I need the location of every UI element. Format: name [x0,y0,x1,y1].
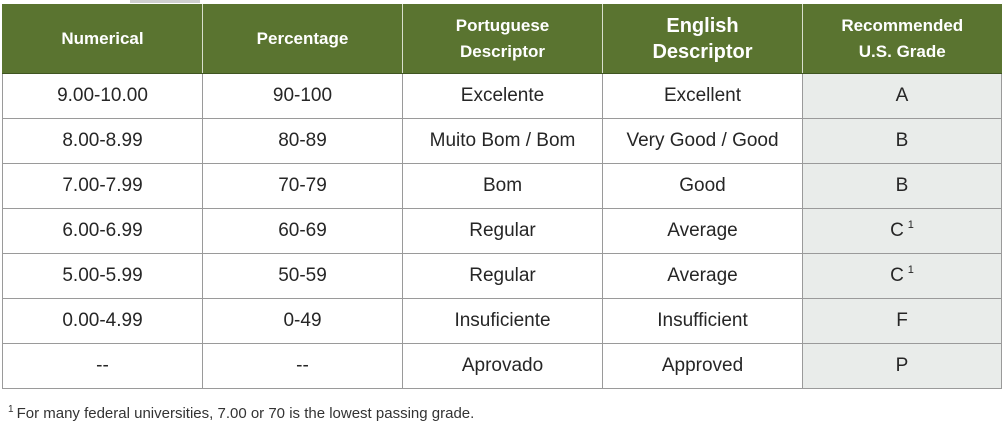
header-us-grade: Recommended U.S. Grade [802,4,1002,74]
cell-numerical: 6.00-6.99 [2,208,203,254]
header-english-line1: English [666,14,739,37]
table-row: 0.00-4.99 0-49 Insuficiente Insufficient… [2,298,1002,344]
cell-percentage: 70-79 [202,163,403,209]
cell-percentage: 80-89 [202,118,403,164]
grade-letter: C [890,265,904,286]
footnote-number: 1 [8,404,14,415]
cell-percentage: 90-100 [202,73,403,119]
cell-portuguese: Insuficiente [402,298,603,344]
cell-numerical: 7.00-7.99 [2,163,203,209]
grade-letter: B [895,175,909,196]
cell-percentage: 50-59 [202,253,403,299]
grade-letter: C [890,220,904,241]
cell-english: Excellent [602,73,803,119]
header-us-grade-line1: Recommended [841,15,964,35]
footnote-marker: 1 [907,264,914,276]
cell-numerical: 9.00-10.00 [2,73,203,119]
cell-us-grade: A [802,73,1002,119]
header-us-grade-line2: U.S. Grade [858,41,946,61]
cell-portuguese: Regular [402,253,603,299]
header-english-line2: Descriptor [652,40,753,63]
cell-portuguese: Bom [402,163,603,209]
header-numerical: Numerical [2,4,203,74]
header-percentage: Percentage [202,4,403,74]
cell-percentage: -- [202,343,403,389]
cell-numerical: 0.00-4.99 [2,298,203,344]
cell-english: Approved [602,343,803,389]
header-portuguese-descriptor: Portuguese Descriptor [402,4,603,74]
top-rule-stub [130,0,200,3]
cell-us-grade: F [802,298,1002,344]
cell-portuguese: Excelente [402,73,603,119]
header-portuguese-line2: Descriptor [459,41,546,61]
header-portuguese-line1: Portuguese [455,15,550,35]
cell-portuguese: Muito Bom / Bom [402,118,603,164]
header-english-descriptor: English Descriptor [602,4,803,74]
cell-portuguese: Regular [402,208,603,254]
header-numerical-line1: Numerical [61,28,144,48]
cell-english: Good [602,163,803,209]
cell-english: Very Good / Good [602,118,803,164]
table-body: 9.00-10.00 90-100 Excelente Excellent A … [2,73,1002,389]
grade-letter: B [895,130,909,151]
cell-percentage: 0-49 [202,298,403,344]
cell-percentage: 60-69 [202,208,403,254]
cell-us-grade: B [802,118,1002,164]
table-row: -- -- Aprovado Approved P [2,343,1002,389]
cell-english: Insufficient [602,298,803,344]
cell-numerical: -- [2,343,203,389]
cell-numerical: 8.00-8.99 [2,118,203,164]
footnote-text: For many federal universities, 7.00 or 7… [16,405,475,422]
cell-english: Average [602,253,803,299]
cell-numerical: 5.00-5.99 [2,253,203,299]
cell-us-grade: B [802,163,1002,209]
footnote-marker: 1 [907,219,914,231]
table-row: 9.00-10.00 90-100 Excelente Excellent A [2,73,1002,119]
cell-english: Average [602,208,803,254]
table-row: 7.00-7.99 70-79 Bom Good B [2,163,1002,209]
footnote: 1 For many federal universities, 7.00 or … [8,404,475,422]
header-row: Numerical Percentage Portuguese Descript… [2,4,1002,74]
top-rule [0,0,1006,4]
grade-letter: P [895,355,909,376]
table-row: 8.00-8.99 80-89 Muito Bom / Bom Very Goo… [2,118,1002,164]
grade-letter: A [895,85,909,106]
header-percentage-line1: Percentage [256,28,349,48]
table-header: Numerical Percentage Portuguese Descript… [2,4,1002,74]
cell-portuguese: Aprovado [402,343,603,389]
cell-us-grade: P [802,343,1002,389]
grade-conversion-table: Numerical Percentage Portuguese Descript… [2,4,1002,389]
grade-letter: F [896,310,908,331]
